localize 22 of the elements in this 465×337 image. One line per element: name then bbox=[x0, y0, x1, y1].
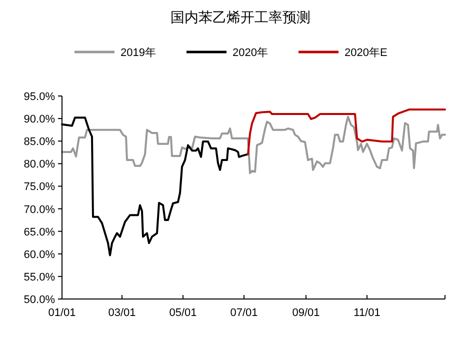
y-tick-label: 90.0% bbox=[24, 114, 56, 126]
x-tick-label: 09/01 bbox=[292, 307, 320, 319]
chart-title: 国内苯乙烯开工率预测 bbox=[170, 9, 310, 25]
x-tick-label: 11/01 bbox=[354, 307, 380, 319]
x-tick-label: 07/01 bbox=[230, 307, 258, 319]
x-tick-label: 01/01 bbox=[48, 307, 76, 319]
legend-label: 2020年 bbox=[232, 47, 268, 59]
y-tick-label: 95.0% bbox=[24, 91, 56, 103]
y-tick-label: 80.0% bbox=[24, 158, 56, 171]
y-tick-label: 75.0% bbox=[24, 181, 56, 194]
line-series bbox=[247, 108, 446, 156]
x-tick-label: 05/01 bbox=[169, 307, 197, 319]
y-tick-label: 70.0% bbox=[24, 204, 56, 216]
y-tick-label: 65.0% bbox=[24, 226, 56, 238]
y-tick-label: 50.0% bbox=[24, 294, 56, 306]
x-tick-label: 03/01 bbox=[108, 307, 136, 319]
line-series bbox=[61, 116, 446, 174]
legend-label: 2019年 bbox=[120, 47, 156, 59]
legend-label: 2020年E bbox=[344, 47, 388, 59]
y-tick-label: 60.0% bbox=[24, 248, 56, 261]
y-tick-label: 85.0% bbox=[24, 136, 56, 148]
y-tick-label: 55.0% bbox=[24, 271, 56, 284]
